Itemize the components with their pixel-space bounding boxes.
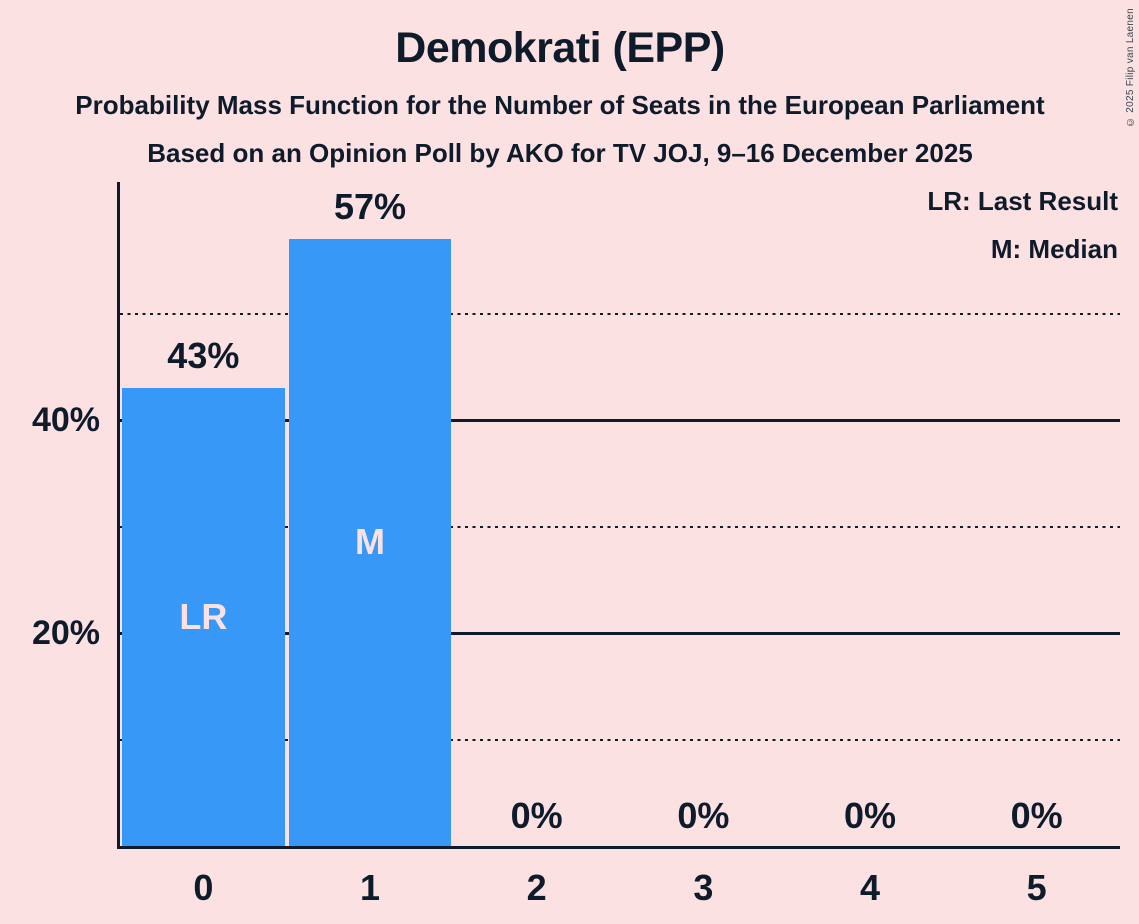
y-tick-label-20pct: 20%: [31, 614, 100, 652]
value-label-seats-1: 57%: [333, 185, 407, 227]
gridline-50pct: [120, 312, 1120, 316]
y-tick-label-40pct: 40%: [31, 401, 100, 439]
value-label-seats-2: 0%: [510, 795, 563, 836]
value-label-seats-3: 0%: [677, 795, 730, 836]
value-label-seats-4: 0%: [843, 795, 896, 836]
value-label-seats-5: 0%: [1010, 795, 1063, 836]
gridline-30pct: [120, 525, 1120, 529]
copyright-notice: © 2025 Filip van Laenen: [1125, 8, 1136, 128]
bar-annotation-lr: LR: [179, 596, 228, 638]
x-tick-label-2: 2: [526, 867, 547, 908]
value-label-seats-0: 43%: [167, 335, 240, 377]
legend-last-result: LR: Last Result: [927, 186, 1118, 216]
gridline-40pct: [120, 419, 1120, 422]
gridline-20pct: [120, 632, 1120, 635]
y-axis: 20% 40%: [0, 182, 100, 849]
legend-median: M: Median: [990, 234, 1118, 264]
plot-area: LR 43% M 57% 0% 0% 0% 0%: [117, 182, 1120, 849]
x-tick-label-1: 1: [359, 867, 380, 908]
x-tick-label-0: 0: [193, 867, 214, 908]
x-tick-label-4: 4: [859, 867, 880, 908]
x-tick-label-5: 5: [1026, 867, 1047, 908]
chart-source-subtitle: Based on an Opinion Poll by AKO for TV J…: [147, 138, 973, 168]
gridline-10pct: [120, 738, 1120, 742]
chart-subtitle: Probability Mass Function for the Number…: [75, 90, 1045, 120]
bar-seats-0: LR: [122, 388, 285, 846]
bar-annotation-m: M: [354, 521, 385, 563]
page-title: Demokrati (EPP): [395, 24, 725, 72]
bar-seats-1: M: [288, 238, 452, 846]
x-axis: 0 1 2 3 4 5: [117, 862, 1120, 912]
x-tick-label-3: 3: [693, 867, 714, 908]
